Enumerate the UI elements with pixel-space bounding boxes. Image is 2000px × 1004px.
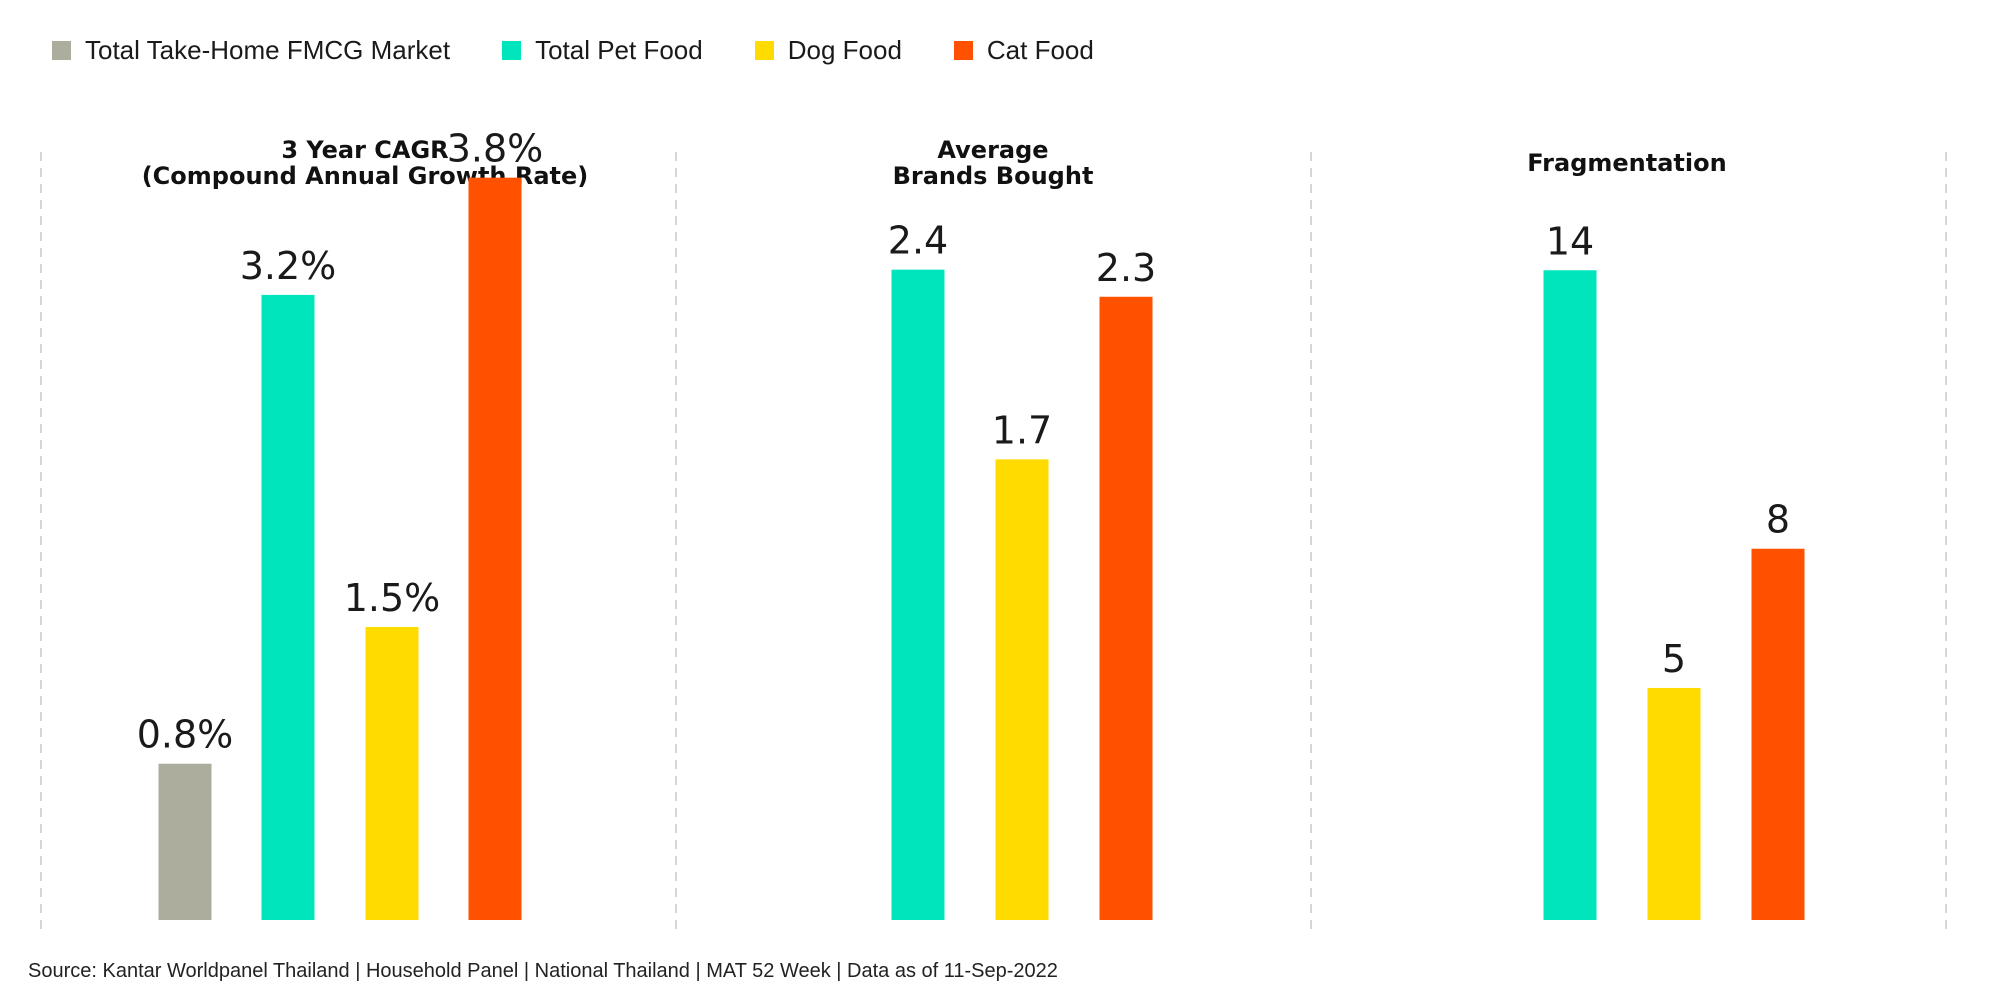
legend-swatch xyxy=(502,40,522,60)
bar xyxy=(468,177,522,920)
panel-title: Fragmentation xyxy=(1527,149,1726,177)
bar xyxy=(1099,296,1153,921)
legend-swatch xyxy=(953,40,973,60)
data-label: 14 xyxy=(1546,219,1594,263)
legend-item: Total Take-Home FMCG Market xyxy=(52,35,450,66)
data-label: 2.4 xyxy=(888,219,948,263)
source-note: Source: Kantar Worldpanel Thailand | Hou… xyxy=(28,960,1058,982)
bar xyxy=(158,763,212,920)
legend-item: Total Pet Food xyxy=(502,35,703,66)
legend-item: Cat Food xyxy=(953,34,1094,66)
legend-swatch xyxy=(754,40,774,60)
data-label: 8 xyxy=(1766,498,1790,542)
legend-label: Dog Food xyxy=(787,34,902,65)
panel-title: 3 Year CAGR xyxy=(281,136,448,164)
data-label: 3.2% xyxy=(240,244,337,288)
bar xyxy=(1647,687,1701,920)
bar xyxy=(995,459,1049,920)
data-label: 3.8% xyxy=(447,127,544,171)
panel-title: Average xyxy=(937,136,1048,164)
data-label: 2.3 xyxy=(1096,246,1156,290)
bar xyxy=(365,626,419,920)
bar xyxy=(1543,270,1597,920)
bar xyxy=(261,294,315,920)
data-label: 1.7 xyxy=(992,408,1052,452)
legend-swatch xyxy=(52,40,71,60)
legend-label: Total Take-Home FMCG Market xyxy=(85,34,451,65)
legend-item: Dog Food xyxy=(754,34,902,66)
data-label: 5 xyxy=(1662,637,1686,681)
bar xyxy=(1751,548,1805,920)
legend: Total Take-Home FMCG Market Total Pet Foo… xyxy=(52,32,1146,68)
legend-label: Cat Food xyxy=(986,34,1094,65)
legend-label: Total Pet Food xyxy=(535,34,703,65)
bar xyxy=(891,269,945,920)
data-label: 0.8% xyxy=(137,713,234,757)
panel-title: Brands Bought xyxy=(893,162,1094,190)
data-label: 1.5% xyxy=(344,576,441,620)
